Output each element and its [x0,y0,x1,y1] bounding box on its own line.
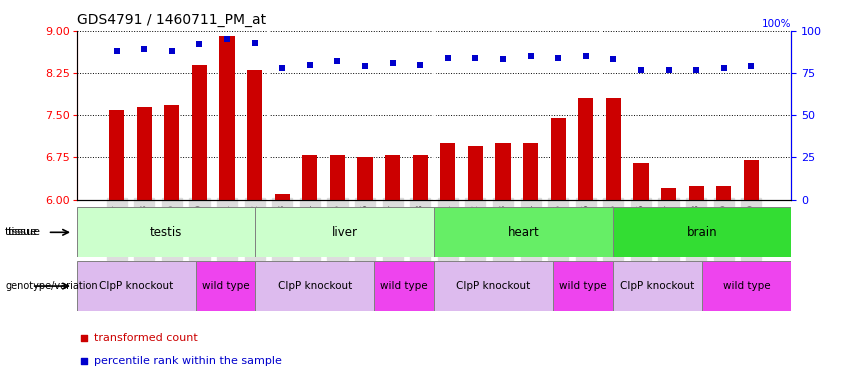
Point [192,41,206,47]
Point [165,48,179,54]
Text: wild type: wild type [559,281,607,291]
Text: heart: heart [507,226,540,239]
Point [414,61,427,68]
Point [523,53,537,59]
Bar [385,155,400,200]
Point [717,65,730,71]
Bar [357,157,373,200]
Text: 100%: 100% [762,19,791,29]
Point [492,210,505,216]
Point [492,0,505,1]
Point [248,40,261,46]
Point [386,60,399,66]
Bar [434,261,553,311]
Bar [255,207,434,257]
Point [220,36,234,42]
Text: ClpP knockout: ClpP knockout [456,281,531,291]
Point [331,58,345,64]
Bar [744,160,759,200]
Bar [109,109,124,200]
Text: wild type: wild type [202,281,249,291]
Point [469,55,483,61]
Bar [330,155,345,200]
Bar [553,261,613,311]
Bar [413,155,428,200]
Text: wild type: wild type [380,281,428,291]
Bar [434,207,613,257]
Bar [77,207,255,257]
Text: ClpP knockout: ClpP knockout [620,281,694,291]
Bar [77,261,196,311]
Point [276,65,289,71]
Bar [468,146,483,200]
Bar [661,189,677,200]
Bar [578,98,593,200]
Bar [196,261,255,311]
Bar [440,143,455,200]
Point [303,61,317,68]
Text: transformed count: transformed count [94,333,198,343]
Text: brain: brain [687,226,717,239]
Bar [717,185,731,200]
Point [745,63,758,69]
Point [110,48,123,54]
Bar [688,185,704,200]
Text: GDS4791 / 1460711_PM_at: GDS4791 / 1460711_PM_at [77,13,266,27]
Point [358,63,372,69]
Bar [633,163,648,200]
Bar [551,118,566,200]
Text: ClpP knockout: ClpP knockout [277,281,352,291]
Point [579,53,592,59]
Point [689,66,703,73]
Bar [164,105,180,200]
Bar [613,207,791,257]
Text: wild type: wild type [723,281,770,291]
Point [634,66,648,73]
Bar [191,65,207,200]
Bar [606,98,621,200]
Bar [220,36,235,200]
Text: ClpP knockout: ClpP knockout [99,281,174,291]
Text: liver: liver [332,226,357,239]
Bar [275,194,290,200]
Bar [137,107,151,200]
Point [496,56,510,63]
Point [138,46,151,52]
Text: testis: testis [150,226,182,239]
Point [662,66,676,73]
Bar [302,155,317,200]
Point [607,56,620,63]
Point [441,55,454,61]
Bar [255,261,374,311]
Text: tissue: tissue [4,227,37,237]
Bar [523,143,538,200]
Bar [613,261,702,311]
Bar [495,143,511,200]
Bar [247,70,262,200]
Bar [702,261,791,311]
Text: genotype/variation: genotype/variation [6,281,99,291]
Text: tissue: tissue [8,227,41,237]
Bar [374,261,434,311]
Text: percentile rank within the sample: percentile rank within the sample [94,356,283,366]
Point [551,55,565,61]
